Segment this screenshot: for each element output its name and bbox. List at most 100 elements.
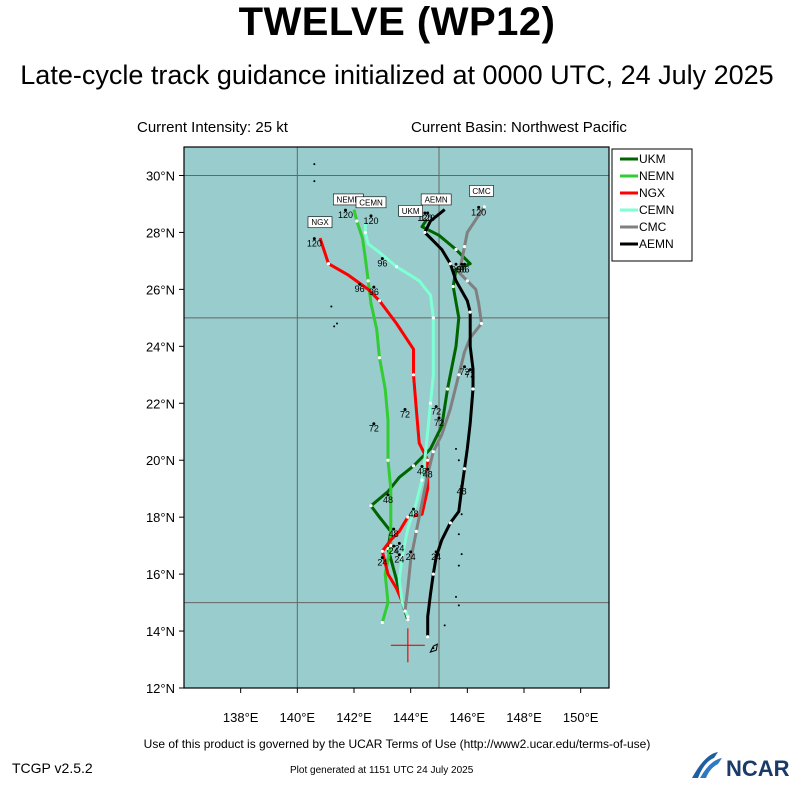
forecast-hour-dot xyxy=(463,262,466,266)
forecast-hour-dot xyxy=(463,365,466,369)
forecast-hour-label: 96 xyxy=(355,284,365,294)
model-tag-ukm: UKM xyxy=(402,207,420,216)
track-point-ngx xyxy=(406,515,410,519)
forecast-hour-label: 96 xyxy=(451,264,461,274)
forecast-hour-label: 48 xyxy=(457,486,467,496)
forecast-hour-label: 120 xyxy=(307,239,322,249)
forecast-hour-label: 96 xyxy=(369,287,379,297)
forecast-hour-label: 24 xyxy=(377,558,387,568)
track-line-aemn xyxy=(423,208,475,637)
y-tick-label: 22°N xyxy=(146,396,175,411)
track-point-cemn xyxy=(428,401,433,405)
track-point-ukm xyxy=(451,284,455,289)
track-point-cmc xyxy=(414,529,418,533)
forecast-hour-dot xyxy=(434,405,438,409)
track-line-cmc xyxy=(403,205,486,612)
track-line-nemn xyxy=(352,209,393,623)
forecast-hour-label: 24 xyxy=(394,555,404,565)
model-tag-box xyxy=(355,196,387,209)
forecast-hour-label: 120 xyxy=(420,213,435,223)
forecast-hour-label: 48 xyxy=(423,469,433,479)
forecast-hour-label: 120 xyxy=(417,213,432,223)
island-marker xyxy=(457,459,460,462)
track-labels: 24 48 72 96 120 24 48 72 96 120 24 48 72 96 120 24 48 72 9… xyxy=(307,185,494,663)
forecast-hour-label: 120 xyxy=(471,207,486,217)
y-tick-label: 20°N xyxy=(146,453,175,468)
guam-outline xyxy=(429,643,438,653)
forecast-hour-dot xyxy=(434,550,438,554)
forecast-hour-dot xyxy=(460,262,464,266)
terms-of-use-text: Use of this product is governed by the U… xyxy=(143,737,651,751)
track-point-ngx xyxy=(380,549,384,553)
current-intensity-label: Current Intensity: 25 kt xyxy=(137,119,288,136)
forecast-hour-dot xyxy=(392,527,396,531)
island-marker xyxy=(460,513,463,516)
legend-label-cemn: CEMN xyxy=(639,203,674,217)
forecast-hour-dot xyxy=(380,556,384,560)
model-tag-box xyxy=(420,193,452,206)
forecast-hour-dot xyxy=(397,541,401,545)
track-line-cemn xyxy=(363,223,435,618)
x-tick-label: 144°E xyxy=(393,710,429,725)
forecast-hour-dot xyxy=(397,553,401,557)
model-tag-box xyxy=(469,185,494,197)
island-marker xyxy=(460,553,463,556)
generated-timestamp: Plot generated at 1151 UTC 24 July 2025 xyxy=(290,765,474,776)
forecast-hour-label: 72 xyxy=(369,424,379,434)
model-tag-box xyxy=(398,205,423,217)
model-tag-cemn: CEMN xyxy=(359,198,383,207)
island-marker xyxy=(457,533,460,536)
track-point-nemn xyxy=(389,544,393,548)
y-tick-label: 26°N xyxy=(146,282,175,297)
forecast-hour-dot xyxy=(460,484,464,488)
forecast-hour-dot xyxy=(358,282,362,286)
forecast-hour-label: 48 xyxy=(408,509,418,519)
legend-label-ngx: NGX xyxy=(639,186,665,200)
track-point-ngx xyxy=(377,299,382,303)
ncar-logo-swoosh2-icon xyxy=(700,758,722,778)
forecast-hour-dot xyxy=(420,464,424,468)
forecast-hour-label: 96 xyxy=(459,264,469,274)
forecast-hour-dot xyxy=(392,544,396,548)
island-marker xyxy=(457,604,460,607)
x-tick-label: 142°E xyxy=(336,710,372,725)
forecast-hour-dot xyxy=(409,550,413,554)
legend: UKM NEMN NGX CEMN CMC AEMN xyxy=(611,148,693,262)
legend-label-cmc: CMC xyxy=(639,220,667,234)
forecast-hour-label: 72 xyxy=(465,370,475,380)
forecast-hour-label: 72 xyxy=(434,418,444,428)
map-area xyxy=(184,147,609,688)
track-point-ukm xyxy=(406,618,410,622)
track-point-cmc xyxy=(462,245,467,249)
x-tick-label: 150°E xyxy=(563,710,599,725)
legend-label-aemn: AEMN xyxy=(639,237,674,251)
forecast-hour-label: 24 xyxy=(389,546,399,556)
y-tick-label: 12°N xyxy=(146,681,175,696)
forecast-hour-label: 48 xyxy=(383,495,393,505)
legend-label-ukm: UKM xyxy=(639,152,666,166)
track-point-cemn xyxy=(406,615,410,619)
model-tag-cmc: CMC xyxy=(472,187,490,196)
track-point-nemn xyxy=(355,219,359,223)
track-point-nemn xyxy=(386,458,390,462)
y-tick-label: 16°N xyxy=(146,567,175,582)
ocean-background xyxy=(184,147,609,688)
forecast-hour-label: 120 xyxy=(363,216,378,226)
forecast-hour-label: 72 xyxy=(431,407,441,417)
forecast-hour-dot xyxy=(426,467,430,471)
track-point-ngx xyxy=(326,262,331,266)
track-point-cmc xyxy=(482,205,486,209)
track-point-aemn xyxy=(448,262,452,266)
island-marker xyxy=(455,595,457,598)
forecast-hour-dot xyxy=(477,205,481,209)
forecast-hour-label: 24 xyxy=(394,543,404,553)
version-label: TCGP v2.5.2 xyxy=(12,760,93,776)
track-point-ukm xyxy=(445,387,450,391)
model-tag-ngx: NGX xyxy=(311,218,329,227)
track-point-cemn xyxy=(420,478,424,482)
forecast-hour-dot xyxy=(426,211,430,215)
x-tick-label: 140°E xyxy=(280,710,316,725)
forecast-hour-dot xyxy=(403,408,407,411)
forecast-hour-dot xyxy=(372,285,376,289)
